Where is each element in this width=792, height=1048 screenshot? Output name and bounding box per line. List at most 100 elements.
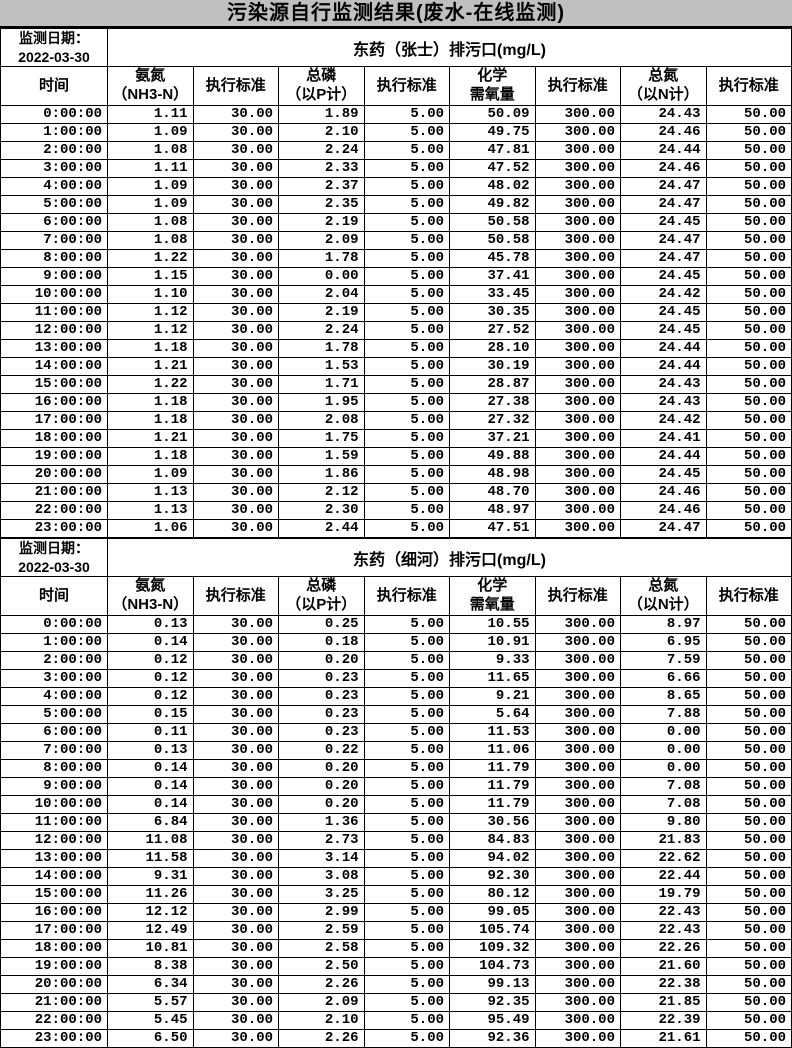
value-cell: 11.79 [449,795,536,814]
value-cell: 1.78 [278,249,365,268]
time-cell: 13:00:00 [0,849,108,868]
table-row: 3:00:00 0.12 30.00 0.23 5.00 11.65 300.00 6.66 5… [0,669,792,688]
value-cell: 21.83 [620,831,707,850]
value-cell: 48.98 [449,465,536,484]
table-row: 22:00:00 1.13 30.00 2.30 5.00 48.97 300.00 24.4… [0,501,792,520]
value-cell: 30.00 [192,177,279,196]
value-cell: 300.00 [534,321,621,340]
value-cell: 30.00 [192,741,279,760]
time-cell: 14:00:00 [0,357,108,376]
time-cell: 9:00:00 [0,267,108,286]
col-header-tn-line2: （以N计） [627,596,699,613]
value-cell: 30.00 [192,777,279,796]
value-cell: 0.23 [278,687,365,706]
value-cell: 30.00 [192,231,279,250]
value-cell: 300.00 [534,177,621,196]
value-cell: 300.00 [534,285,621,304]
value-cell: 50.00 [705,249,792,268]
value-cell: 0.14 [107,795,194,814]
value-cell: 47.52 [449,159,536,178]
value-cell: 5.64 [449,705,536,724]
col-header-nh3n: 氨氮 （NH3-N） [107,576,194,616]
value-cell: 300.00 [534,393,621,412]
value-cell: 50.00 [705,357,792,376]
value-cell: 28.10 [449,339,536,358]
value-cell: 105.74 [449,921,536,940]
value-cell: 104.73 [449,957,536,976]
table-row: 1:00:00 1.09 30.00 2.10 5.00 49.75 300.00 24.46… [0,123,792,142]
value-cell: 5.57 [107,993,194,1012]
value-cell: 6.34 [107,975,194,994]
value-cell: 5.00 [363,705,450,724]
table-row: 13:00:00 11.58 30.00 3.14 5.00 94.02 300.00 22.… [0,849,792,868]
value-cell: 30.00 [192,465,279,484]
value-cell: 1.15 [107,267,194,286]
value-cell: 30.19 [449,357,536,376]
value-cell: 94.02 [449,849,536,868]
value-cell: 0.00 [620,741,707,760]
table-row: 8:00:00 1.22 30.00 1.78 5.00 45.78 300.00 24.47… [0,249,792,268]
value-cell: 30.00 [192,885,279,904]
value-cell: 2.37 [278,177,365,196]
time-cell: 17:00:00 [0,411,108,430]
time-cell: 2:00:00 [0,141,108,160]
time-cell: 8:00:00 [0,759,108,778]
value-cell: 50.00 [705,723,792,742]
value-cell: 5.00 [363,339,450,358]
value-cell: 24.42 [620,411,707,430]
col-header-time: 时间 [0,576,108,616]
value-cell: 30.00 [192,483,279,502]
value-cell: 22.39 [620,1011,707,1030]
time-cell: 5:00:00 [0,195,108,214]
col-header-nh3n-line1: 氨氮 [135,577,166,595]
value-cell: 24.45 [620,213,707,232]
value-cell: 50.00 [705,519,792,538]
value-cell: 300.00 [534,651,621,670]
table-row: 22:00:00 5.45 30.00 2.10 5.00 95.49 300.00 22.3… [0,1011,792,1030]
value-cell: 49.88 [449,447,536,466]
value-cell: 300.00 [534,705,621,724]
value-cell: 19.79 [620,885,707,904]
value-cell: 30.00 [192,849,279,868]
value-cell: 5.00 [363,213,450,232]
value-cell: 30.00 [192,285,279,304]
value-cell: 30.00 [192,831,279,850]
column-header-row: 时间 氨氮 （NH3-N） 执行标准 总磷 （以P计） 执行标准 化学 需氧量 … [0,66,792,106]
value-cell: 2.10 [278,123,365,142]
value-cell: 6.95 [620,633,707,652]
monitor-date-label: 监测日期： [19,30,89,47]
time-cell: 1:00:00 [0,123,108,142]
table-row: 7:00:00 1.08 30.00 2.09 5.00 50.58 300.00 24.47… [0,231,792,250]
value-cell: 22.26 [620,939,707,958]
table-row: 17:00:00 12.49 30.00 2.59 5.00 105.74 300.00 22… [0,921,792,940]
value-cell: 300.00 [534,939,621,958]
table-row: 4:00:00 0.12 30.00 0.23 5.00 9.21 300.00 8.65 50… [0,687,792,706]
value-cell: 48.02 [449,177,536,196]
value-cell: 0.14 [107,633,194,652]
time-cell: 20:00:00 [0,975,108,994]
value-cell: 27.38 [449,393,536,412]
value-cell: 24.46 [620,483,707,502]
value-cell: 10.91 [449,633,536,652]
value-cell: 2.10 [278,1011,365,1030]
value-cell: 300.00 [534,975,621,994]
value-cell: 24.45 [620,267,707,286]
monitor-date: 监测日期： 2022-03-30 [0,28,108,67]
value-cell: 5.00 [363,249,450,268]
value-cell: 30.00 [192,867,279,886]
value-cell: 30.00 [192,993,279,1012]
value-cell: 3.14 [278,849,365,868]
value-cell: 30.00 [192,105,279,124]
table-row: 6:00:00 1.08 30.00 2.19 5.00 50.58 300.00 24.45… [0,213,792,232]
value-cell: 30.00 [192,159,279,178]
col-header-nh3n: 氨氮 （NH3-N） [107,66,194,106]
value-cell: 5.00 [363,615,450,634]
value-cell: 50.00 [705,501,792,520]
time-cell: 15:00:00 [0,375,108,394]
value-cell: 8.38 [107,957,194,976]
col-header-tn-line1: 总氮 [648,67,679,85]
value-cell: 9.80 [620,813,707,832]
value-cell: 0.20 [278,795,365,814]
time-cell: 6:00:00 [0,723,108,742]
value-cell: 30.00 [192,303,279,322]
